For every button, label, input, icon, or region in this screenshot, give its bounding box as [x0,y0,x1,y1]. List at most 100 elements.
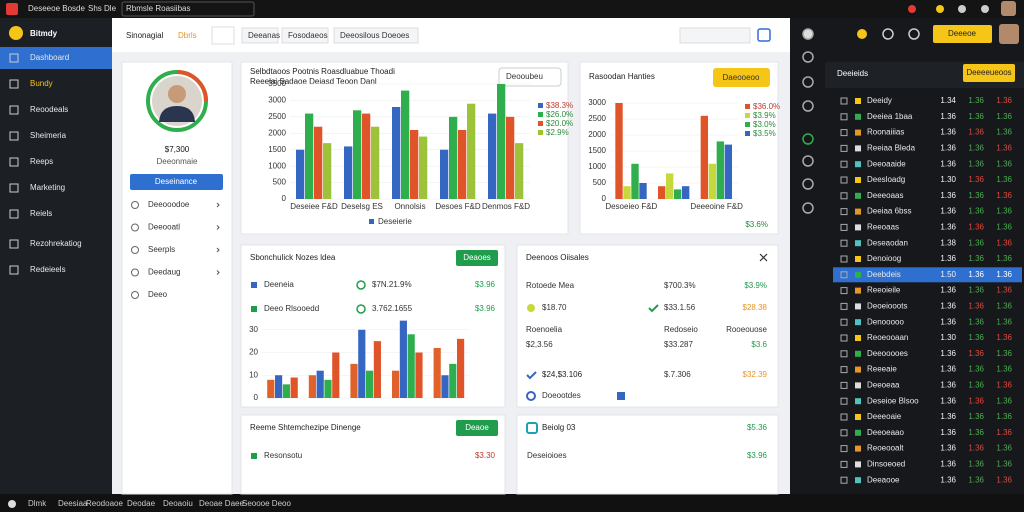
bottom-item: Seoooe Deoo [242,499,291,508]
panel-row-value: 1.36 [968,396,984,405]
panel-title: Deeieids [837,69,868,78]
header-icon[interactable] [757,28,771,42]
bottom-item: Dlmk [28,499,47,508]
panel-row-value: 1.36 [968,96,984,105]
nav-active [0,47,112,69]
profile-button[interactable] [130,174,223,190]
panel-icon[interactable] [882,28,894,40]
panel-row-name: Roonaiiias [867,128,904,137]
row-selected[interactable] [833,267,1022,283]
bar [682,186,690,199]
sales-cell: $2,3.56 [526,340,553,349]
row-icon [855,461,861,468]
panel-row-value: 1.36 [940,207,956,216]
row-icon [855,145,861,152]
bar [716,141,725,199]
panel-row-value: 1.36 [996,223,1012,232]
row-icon [840,113,848,121]
panel-row-value: 1.36 [968,381,984,390]
legend-label: $26.0% [546,110,573,119]
tab[interactable] [333,27,419,44]
panel-icon[interactable] [802,76,814,88]
sales-cell: $32.39 [743,370,768,379]
chart-control[interactable] [713,68,770,87]
legend-swatch [538,121,543,126]
nav-item: Reiels [30,209,52,218]
panel-row-value: 1.36 [968,238,984,247]
row-icon [855,129,861,136]
row-icon [855,192,861,199]
panel-button[interactable] [963,64,1015,82]
panel-row-value: 1.36 [940,396,956,405]
panel-row-value: 1.30 [940,175,956,184]
panel-row-value: 1.36 [940,286,956,295]
panel-row-value: 1.36 [968,223,984,232]
row-icon [855,303,861,310]
menu-chevron [216,247,220,253]
search-box[interactable] [679,27,751,44]
profile-card [121,61,233,495]
top-icon[interactable] [936,5,944,13]
legend-swatch [538,112,543,117]
top-menu-item: Deseeoe Bosde [28,4,85,13]
chart-control-label: Deooubeu [506,72,543,81]
panel-icon[interactable] [802,202,814,214]
top-icon[interactable] [958,5,966,13]
y-tick-label: 10 [249,370,258,379]
bar [275,375,283,398]
row-icon [855,382,861,389]
panel-row-value: 1.36 [968,302,984,311]
row-icon [855,350,861,357]
panel-row-value: 1.36 [940,349,956,358]
top-icon[interactable] [908,5,916,13]
panel-row-value: 1.36 [940,112,956,121]
panel-icon[interactable] [802,51,814,63]
x-tick-label: Desoes F&D [435,202,481,211]
top-field [121,1,255,17]
panel-top-button[interactable] [933,25,992,43]
nav-icon [9,53,19,63]
row-icon [840,445,848,453]
panel-row-value: 1.36 [968,207,984,216]
panel-icon[interactable] [802,155,814,167]
row-shield [356,304,366,314]
panel-row-value: 1.38 [940,238,956,247]
nav-icon [9,239,19,249]
panel-row-value: 1.36 [996,475,1012,484]
close-icon[interactable] [759,253,768,262]
row-amount: $3.30 [475,451,496,460]
chart-control[interactable] [498,67,562,87]
panel-icon[interactable] [802,28,814,40]
chart-control-label: Daeooeoo [723,73,760,82]
card-button[interactable] [456,250,498,266]
tab[interactable] [281,27,329,44]
top-icon[interactable] [981,5,989,13]
panel-row-value: 1.36 [968,128,984,137]
tab[interactable] [241,27,279,44]
profile-menu-item: Deeo [148,290,168,299]
bar [433,347,441,398]
panel-icon[interactable] [802,100,814,112]
row-icon [840,413,848,421]
card-button[interactable] [456,420,498,436]
bar [344,146,353,199]
right-panel [790,18,1024,494]
x-tick-label: Onnolsis [394,202,425,211]
row-icon [855,445,861,452]
panel-row-value: 1.36 [996,112,1012,121]
legend-label: $3.0% [753,120,776,129]
panel-icon[interactable] [857,29,867,39]
panel-row-value: 1.36 [996,270,1012,279]
panel-icon[interactable] [802,133,814,145]
avatar-head [168,85,186,103]
bar [467,103,476,199]
panel-row-value: 1.36 [940,254,956,263]
panel-icon[interactable] [802,178,814,190]
back-button[interactable] [211,26,235,45]
panel-icon[interactable] [908,28,920,40]
panel-row-name: Deseioe Blsoo [867,396,919,405]
y-tick-label: 3500 [268,79,286,88]
panel-row-value: 1.36 [940,460,956,469]
row-icon [855,335,861,341]
panel-row-value: 1.36 [996,349,1012,358]
